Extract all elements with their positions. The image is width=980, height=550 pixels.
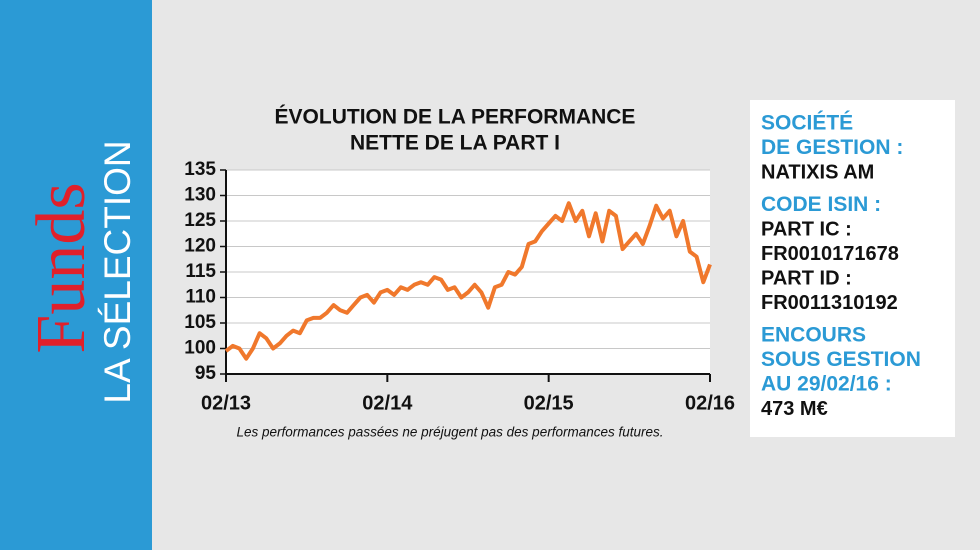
info-text: PART IC : — [761, 218, 852, 240]
info-heading: CODE ISIN : — [761, 193, 881, 216]
line — [224, 201, 712, 361]
y-tick-label: 95 — [195, 363, 217, 384]
section: LA SÉLECTION — [97, 140, 138, 403]
info-box — [750, 100, 955, 437]
y-tick-label: 120 — [184, 236, 216, 257]
info-heading: AU 29/02/16 : — [761, 373, 892, 396]
info-text: FR0011310192 — [761, 292, 898, 314]
y-tick-label: 100 — [184, 338, 216, 359]
y-tick-label: 125 — [184, 210, 216, 231]
y-tick-label: 135 — [184, 159, 216, 180]
info-heading: SOCIÉTÉ — [761, 112, 853, 135]
x-tick-label: 02/15 — [524, 392, 574, 414]
footnote: Les performances passées ne préjugent pa… — [237, 425, 664, 440]
info-text: FR0010171678 — [761, 243, 899, 265]
info-text: NATIXIS AM — [761, 161, 874, 183]
brand: Funds — [23, 182, 100, 353]
chart-title: ÉVOLUTION DE LA PERFORMANCE — [275, 106, 636, 129]
info-heading: SOUS GESTION — [761, 348, 921, 371]
x-tick-label: 02/14 — [362, 392, 413, 414]
chart: ÉVOLUTION DE LA PERFORMANCE NETTE DE LA P… — [184, 106, 735, 440]
y-tick-label: 110 — [185, 287, 216, 308]
info-text: PART ID : — [761, 267, 852, 289]
sidebar — [0, 0, 152, 550]
y-tick-label: 105 — [184, 312, 216, 333]
info-heading: DE GESTION : — [761, 136, 903, 159]
info-text: 473 M€ — [761, 398, 828, 420]
y-tick-label: 115 — [185, 261, 216, 282]
x-tick-label: 02/13 — [201, 392, 251, 414]
info-heading: ENCOURS — [761, 324, 866, 347]
x-tick-label: 02/16 — [685, 392, 735, 414]
chart-title: NETTE DE LA PART I — [350, 132, 560, 155]
y-tick-label: 130 — [184, 185, 216, 206]
